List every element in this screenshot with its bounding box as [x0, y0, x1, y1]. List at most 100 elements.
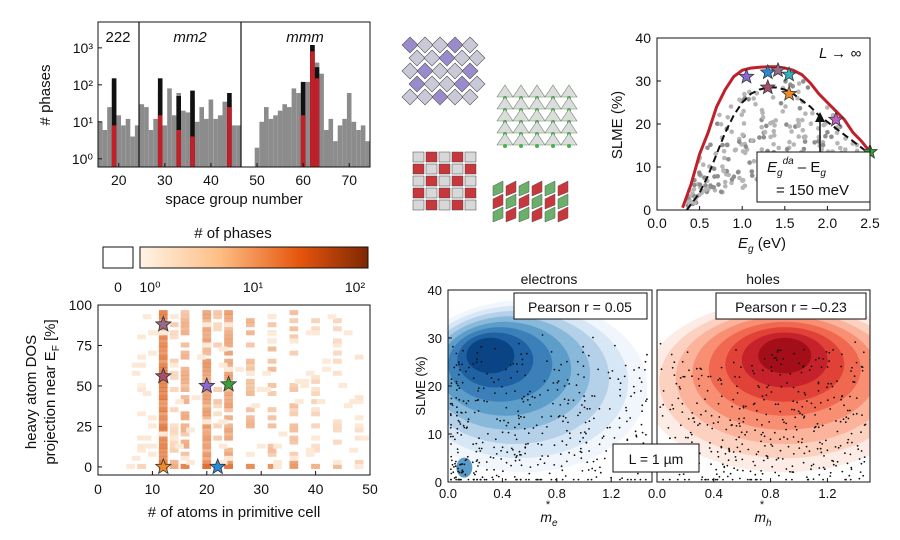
d-point [577, 373, 580, 376]
a-bar-gray [199, 107, 204, 167]
b-heatmap-cell-zero [137, 463, 146, 469]
a-bar-gray [162, 125, 168, 167]
c-point [802, 135, 808, 141]
structure-polyhedron [505, 193, 517, 210]
b-heatmap-cell [333, 370, 342, 376]
b-xticks: 0 10 20 30 40 50 [94, 471, 378, 497]
d-point [660, 368, 663, 371]
b-heatmap-cell [311, 399, 320, 405]
c-point [770, 95, 776, 100]
d-point [716, 451, 719, 453]
d-point [588, 420, 591, 423]
b-heatmap-cell [180, 399, 190, 405]
d-point [467, 418, 470, 421]
c-point [801, 79, 806, 84]
d-point [497, 475, 500, 478]
structure-polyhedron [416, 62, 434, 80]
b-heatmap-cell [262, 370, 271, 376]
b-heatmap-cell [158, 326, 168, 332]
d-point [750, 478, 753, 481]
d-point [747, 448, 750, 451]
d-point [477, 410, 480, 412]
d-point [450, 423, 452, 426]
d-point [633, 391, 636, 394]
d-point [473, 472, 475, 474]
b-heatmap-cell [148, 415, 157, 421]
structure-polyhedron [425, 163, 438, 175]
d-point [681, 360, 684, 363]
b-heatmap-cell [180, 439, 190, 445]
b-heatmap-cell [354, 427, 364, 433]
d-point [459, 423, 462, 425]
c-point [820, 142, 826, 148]
d-point [588, 407, 591, 410]
d-xtick-label: 0.8 [548, 486, 566, 501]
d-point [735, 425, 738, 427]
c-point [749, 169, 755, 174]
d-point [862, 474, 865, 477]
d-point [771, 465, 774, 468]
d-point [795, 428, 798, 431]
d-point [786, 382, 788, 384]
d-point [775, 356, 777, 359]
a-xtick-label: 60 [295, 172, 311, 188]
d-point [726, 464, 729, 467]
d-point [487, 432, 489, 435]
d-point [781, 458, 784, 460]
d-point [494, 392, 496, 394]
b-heatmap-cell [256, 387, 266, 392]
b-heatmap-cell [142, 314, 152, 320]
b-heatmap-cell [267, 443, 277, 449]
c-point [800, 117, 805, 123]
structure-atom [519, 144, 523, 148]
d-point [735, 459, 737, 462]
d-point [450, 378, 453, 381]
c-point [720, 164, 725, 169]
d-xtick-label: 0.4 [705, 486, 723, 501]
b-heatmap-cell [180, 330, 190, 336]
d-point [572, 478, 575, 481]
d-point [455, 364, 458, 366]
d-point [712, 422, 715, 424]
d-point [720, 383, 723, 385]
d-point [681, 402, 684, 405]
b-heatmap-cell [327, 314, 337, 320]
d-point [782, 358, 785, 360]
d-point [520, 353, 523, 355]
d-point [785, 478, 787, 481]
crystal-structures [401, 36, 578, 223]
d-pearson-right-box [715, 292, 867, 320]
d-point [520, 454, 522, 456]
d-point [461, 469, 464, 472]
b-xtick-label: 0 [94, 481, 102, 497]
b-heatmap-cell [218, 459, 228, 465]
c-point [705, 145, 710, 151]
d-point [451, 463, 454, 466]
b-heatmap-cell [224, 334, 233, 340]
b-heatmap-cell [289, 318, 299, 324]
d-point [859, 471, 862, 473]
a-xtick-label: 20 [111, 172, 127, 188]
b-heatmap-cell [246, 407, 255, 413]
d-point [765, 413, 768, 416]
structure-polyhedron [425, 175, 438, 187]
d-point [475, 450, 478, 453]
b-heatmap-cell [180, 314, 190, 320]
b-heatmap-cell [311, 318, 320, 324]
b-heatmap-cell [218, 362, 228, 368]
structure-polyhedron [512, 120, 530, 134]
b-heatmap-cell [224, 387, 233, 392]
d-point [452, 345, 454, 348]
d-point [697, 424, 699, 427]
c-xtick-label: 0.5 [690, 215, 710, 231]
d-point [609, 426, 611, 429]
b-heatmap-cell [294, 399, 304, 405]
d-point [491, 476, 494, 479]
d-point [635, 434, 638, 437]
structure-polyhedron [412, 163, 425, 175]
b-heatmap-cell [148, 443, 157, 449]
b-heatmap-cell [202, 350, 212, 356]
d-point [831, 385, 834, 388]
d-point [609, 377, 611, 380]
d-point [836, 430, 839, 433]
